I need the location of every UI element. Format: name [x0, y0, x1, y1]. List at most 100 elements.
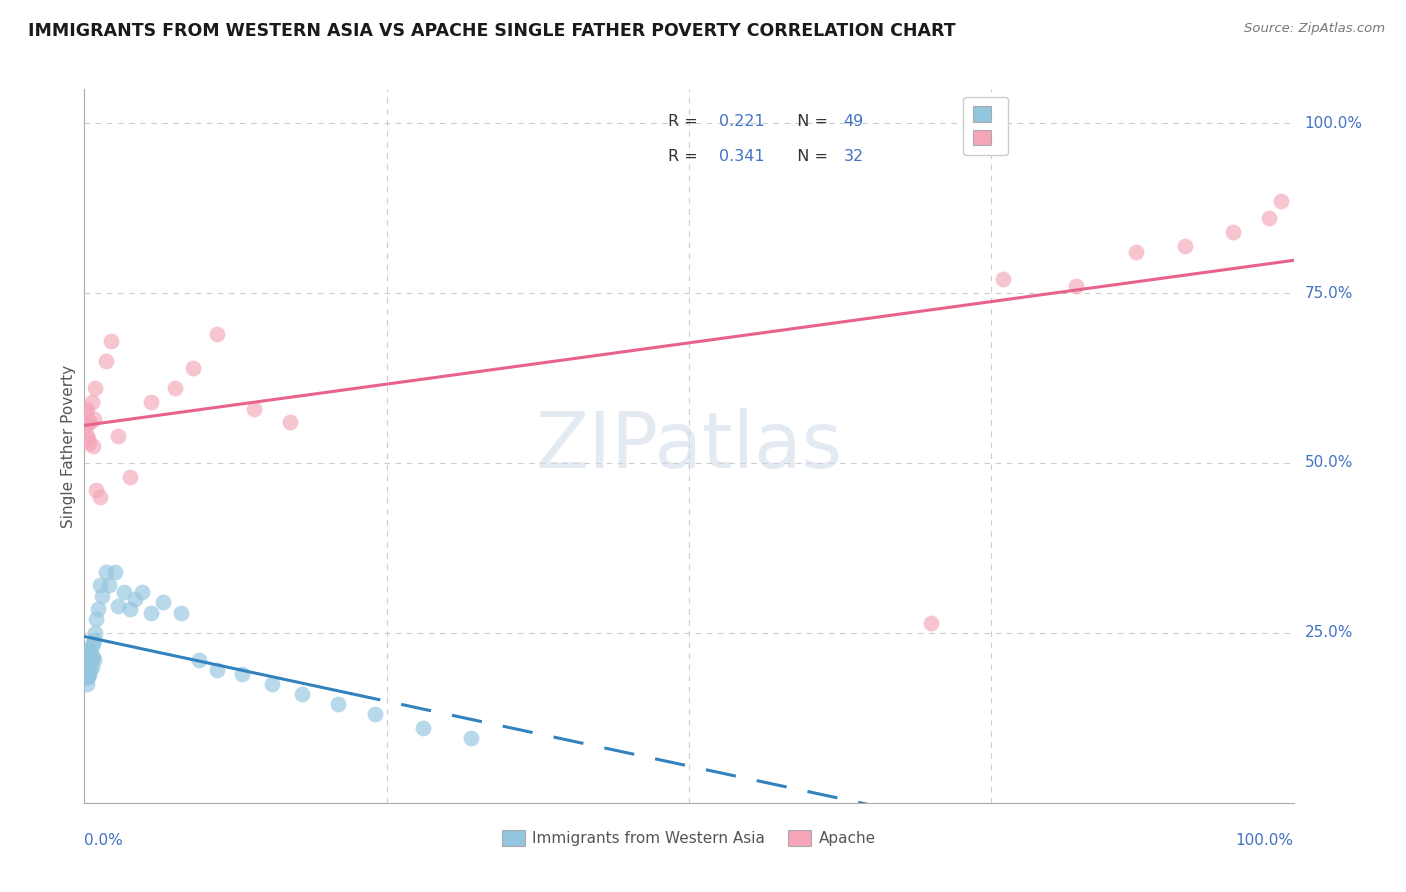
Point [107, 599, 129, 613]
Text: 75.0%: 75.0% [1305, 285, 1353, 301]
Point [86, 612, 108, 626]
Point [131, 585, 153, 599]
Text: 25.0%: 25.0% [1305, 625, 1353, 640]
Point [1222, 225, 1244, 239]
Point [412, 721, 434, 735]
Text: 0.221: 0.221 [720, 114, 765, 128]
Point [75, 663, 97, 677]
Text: N =: N = [787, 114, 832, 128]
Point [80, 649, 103, 664]
Point [100, 334, 122, 348]
Point [84, 381, 107, 395]
Text: 50.0%: 50.0% [1305, 456, 1353, 470]
Text: 100.0%: 100.0% [1305, 116, 1362, 131]
Y-axis label: Single Father Poverty: Single Father Poverty [60, 365, 76, 527]
Text: 49: 49 [844, 114, 863, 128]
Text: Source: ZipAtlas.com: Source: ZipAtlas.com [1244, 22, 1385, 36]
Point [75, 405, 97, 419]
Point [104, 565, 127, 579]
Point [165, 381, 187, 395]
Point [82, 649, 104, 664]
Point [124, 591, 146, 606]
Point [76, 429, 98, 443]
Point [79, 663, 101, 677]
Text: R =: R = [668, 150, 703, 164]
Point [76, 677, 98, 691]
Point [139, 606, 162, 620]
Point [82, 439, 104, 453]
Point [80, 394, 103, 409]
Point [94, 565, 117, 579]
Point [328, 698, 350, 712]
Legend: Immigrants from Western Asia, Apache: Immigrants from Western Asia, Apache [496, 824, 882, 852]
Point [79, 653, 101, 667]
Text: N =: N = [787, 150, 832, 164]
Point [181, 360, 204, 375]
Point [460, 731, 482, 746]
Point [79, 646, 101, 660]
Point [1174, 238, 1197, 252]
Point [1258, 211, 1281, 226]
Point [120, 469, 142, 483]
Text: R =: R = [668, 114, 703, 128]
Point [80, 640, 103, 654]
Point [139, 394, 162, 409]
Point [83, 412, 105, 426]
Point [75, 660, 97, 674]
Point [80, 660, 103, 674]
Point [291, 687, 314, 701]
Text: ZIPatlas: ZIPatlas [536, 408, 842, 484]
Text: 0.341: 0.341 [720, 150, 765, 164]
Point [76, 401, 98, 416]
Point [77, 435, 100, 450]
Point [84, 626, 107, 640]
Point [920, 615, 942, 630]
Point [82, 636, 104, 650]
Text: 0.0%: 0.0% [84, 833, 124, 848]
Point [89, 578, 111, 592]
Point [83, 632, 105, 647]
Point [86, 602, 108, 616]
Point [77, 660, 100, 674]
Point [112, 585, 135, 599]
Point [77, 663, 100, 677]
Point [89, 490, 111, 504]
Point [97, 578, 120, 592]
Point [91, 589, 114, 603]
Point [1125, 245, 1147, 260]
Point [1064, 279, 1087, 293]
Point [77, 432, 100, 446]
Point [170, 606, 193, 620]
Point [207, 326, 229, 341]
Text: IMMIGRANTS FROM WESTERN ASIA VS APACHE SINGLE FATHER POVERTY CORRELATION CHART: IMMIGRANTS FROM WESTERN ASIA VS APACHE S… [28, 22, 956, 40]
Point [77, 670, 100, 684]
Point [107, 429, 129, 443]
Point [75, 670, 97, 684]
Point [77, 660, 100, 674]
Text: 32: 32 [844, 150, 863, 164]
Point [77, 643, 100, 657]
Point [207, 663, 229, 677]
Point [260, 677, 283, 691]
Point [77, 653, 100, 667]
Point [993, 272, 1015, 286]
Point [231, 666, 253, 681]
Text: 100.0%: 100.0% [1236, 833, 1294, 848]
Point [75, 418, 97, 433]
Point [242, 401, 264, 416]
Point [363, 707, 385, 722]
Point [76, 657, 98, 671]
Point [79, 415, 101, 429]
Point [77, 666, 100, 681]
Point [188, 653, 211, 667]
Point [278, 415, 301, 429]
Point [94, 354, 117, 368]
Point [120, 602, 142, 616]
Point [76, 663, 98, 677]
Point [152, 595, 174, 609]
Point [77, 415, 100, 429]
Point [1270, 194, 1292, 209]
Point [76, 670, 98, 684]
Point [83, 653, 105, 667]
Point [86, 483, 108, 498]
